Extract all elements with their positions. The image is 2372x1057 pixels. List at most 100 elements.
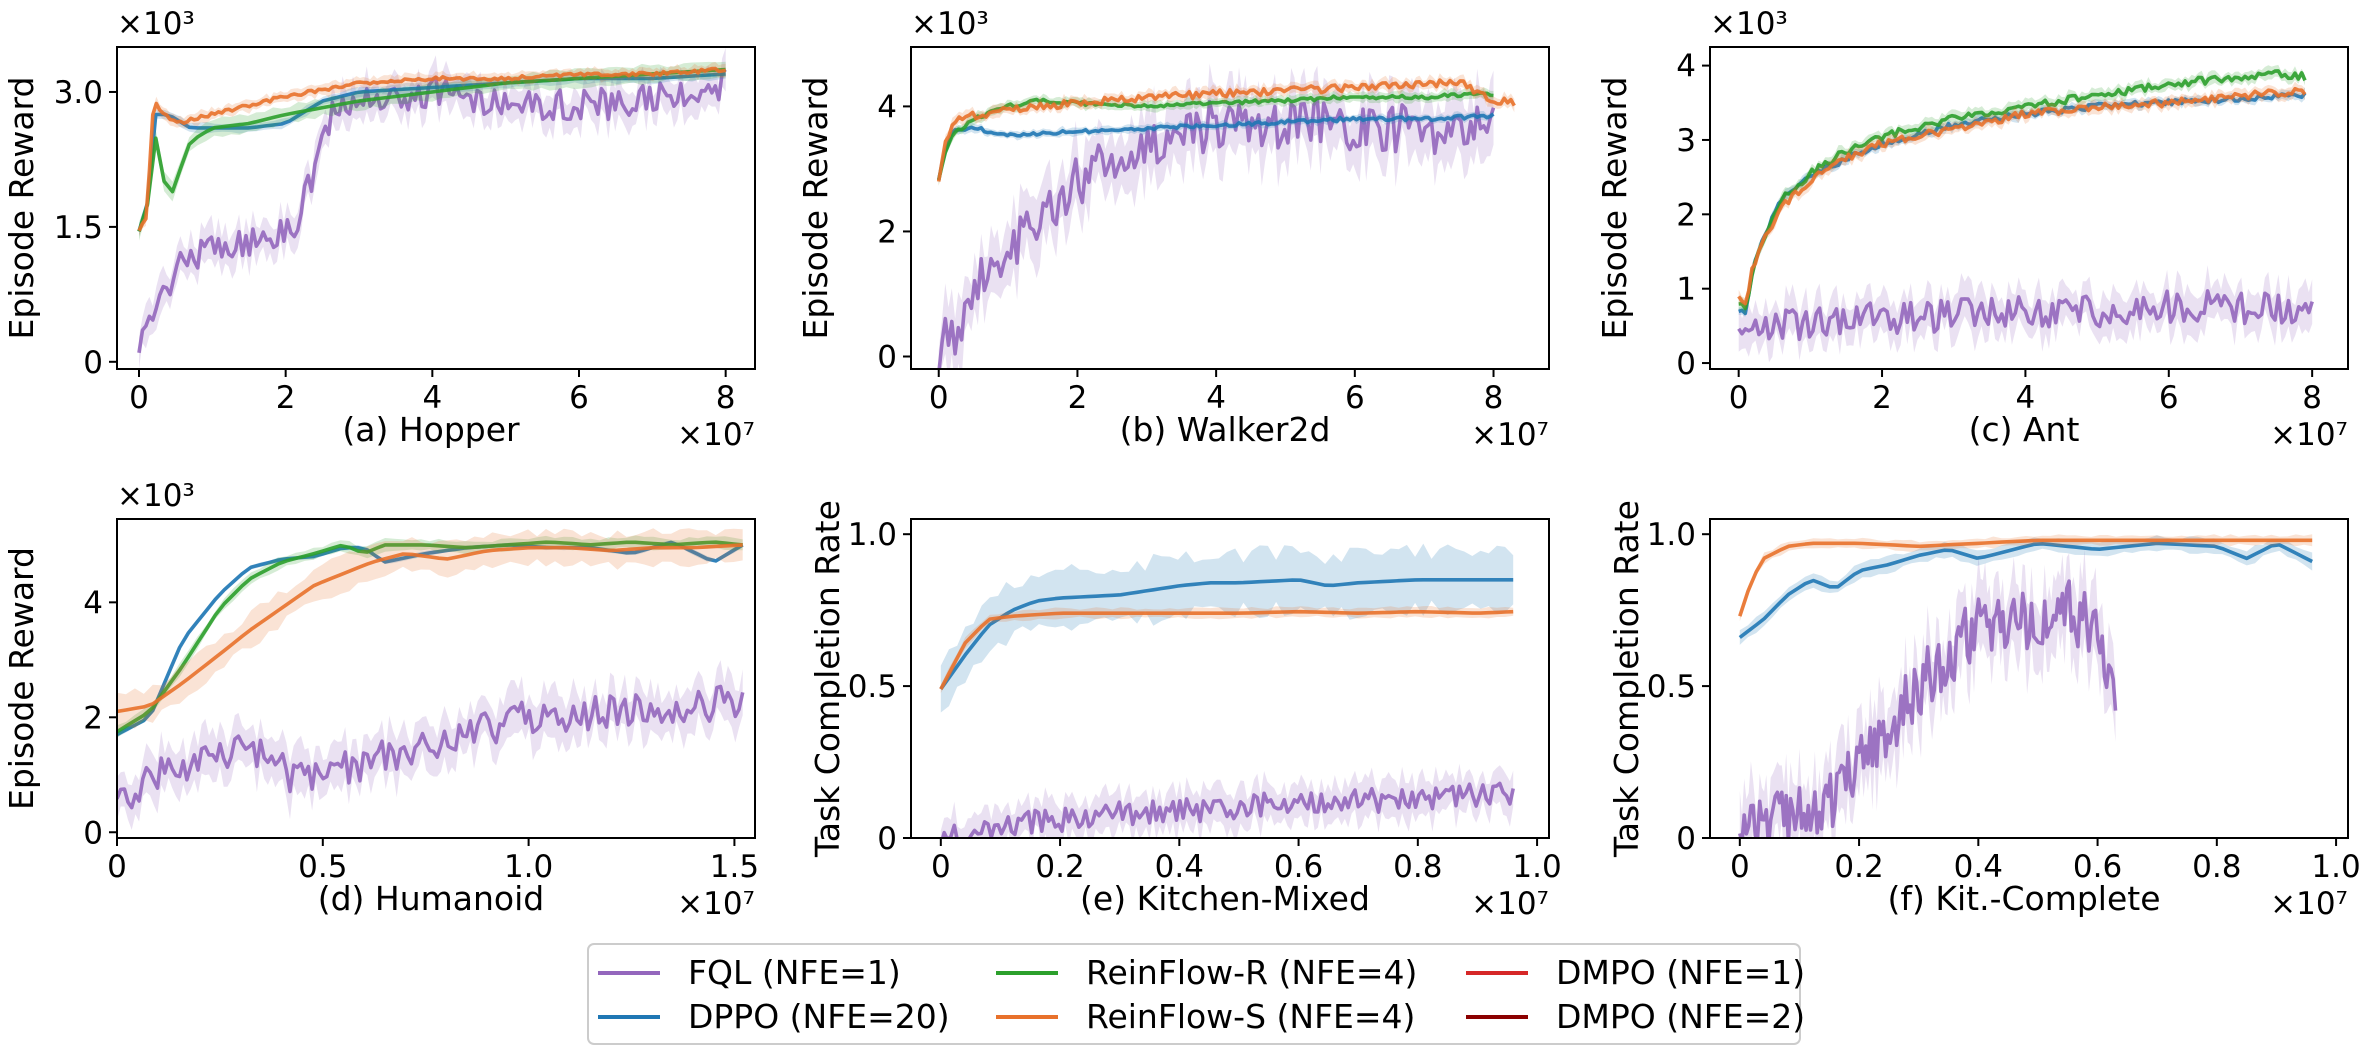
y-tick-label: 0 — [1676, 346, 1696, 382]
x-tick-label: 8 — [2302, 380, 2322, 416]
panel-caption: (e) Kitchen-Mixed — [1080, 879, 1370, 918]
axes-frame — [116, 46, 756, 370]
x-tick-label: 0 — [929, 380, 949, 416]
series-fql-nfe-1 — [117, 684, 745, 810]
legend: FQL (NFE=1) DPPO (NFE=20) ReinFlow-R (NFE=… — [587, 943, 1805, 1045]
plot-area — [1737, 64, 2314, 363]
y-tick-label: 4 — [83, 585, 103, 621]
legend-label: DMPO (NFE=1) — [1556, 953, 1805, 992]
band-fql-nfe-1 — [139, 47, 726, 369]
y-tick-label: 0 — [83, 345, 103, 381]
x-tick-label: 4 — [1206, 380, 1226, 416]
x-tick-label: 0.2 — [1035, 849, 1084, 885]
y-scale-multiplier: ×10³ — [117, 6, 195, 42]
y-tick-label: 2 — [1676, 197, 1696, 233]
x-tick-label: 0 — [1730, 849, 1750, 885]
series-fql-nfe-1 — [937, 98, 1496, 369]
y-tick-label: 1.0 — [1647, 517, 1696, 553]
y-axis-label: Task Completion Rate — [808, 500, 847, 858]
plot-area — [936, 63, 1516, 369]
y-tick-label: 0 — [83, 815, 103, 851]
x-tick-label: 8 — [1484, 380, 1504, 416]
x-tick-label: 1.5 — [710, 849, 759, 885]
x-tick-label: 0.6 — [1274, 849, 1323, 885]
series-reinflow-s-nfe-4 — [936, 78, 1516, 182]
series-dppo-nfe-20 — [1738, 91, 2307, 316]
y-axis-label: Episode Reward — [796, 77, 835, 340]
panel-caption: (c) Ant — [1969, 410, 2080, 449]
x-tick-label: 0.5 — [298, 849, 347, 885]
axes-frame — [910, 518, 1550, 839]
legend-label: ReinFlow-R (NFE=4) — [1086, 953, 1417, 992]
y-axis-label: Episode Reward — [1595, 77, 1634, 340]
x-tick-label: 1.0 — [504, 849, 553, 885]
y-tick-label: 4 — [877, 89, 897, 125]
x-tick-label: 6 — [569, 380, 589, 416]
y-tick-label: 2 — [877, 214, 897, 250]
y-tick-label: 0 — [1676, 821, 1696, 857]
x-scale-multiplier: ×10⁷ — [2270, 417, 2348, 453]
series-reinflow-s-nfe-4 — [939, 609, 1514, 690]
x-tick-label: 0.4 — [1954, 849, 2003, 885]
plot-area — [117, 528, 745, 830]
x-tick-label: 0.6 — [2073, 849, 2122, 885]
x-tick-label: 0.8 — [1393, 849, 1442, 885]
x-tick-label: 0.2 — [1834, 849, 1883, 885]
y-tick-label: 0.5 — [1647, 669, 1696, 705]
series-dppo-nfe-20 — [1738, 541, 2314, 639]
band-dppo-nfe-20 — [1739, 535, 2313, 645]
y-tick-label: 0 — [877, 339, 897, 375]
series-reinflow-s-nfe-4 — [137, 66, 727, 232]
axes-frame — [1709, 46, 2349, 370]
axes-frame — [910, 46, 1550, 370]
legend-label: DPPO (NFE=20) — [688, 997, 950, 1036]
band-dppo-nfe-20 — [940, 543, 1514, 713]
series-reinflow-s-nfe-4 — [1738, 538, 2313, 617]
x-tick-label: 4 — [2016, 380, 2036, 416]
plot-area — [137, 47, 727, 369]
series-reinflow-r-nfe-4 — [117, 540, 743, 734]
chart-panel-a-hopper: 0 2 4 6 8 0 1.5 3.0 Episode Reward (a) Hopper ×10⁷… — [2, 6, 756, 453]
panel-caption: (f) Kit.-Complete — [1887, 879, 2160, 918]
y-tick-label: 2 — [83, 700, 103, 736]
panel-caption: (d) Humanoid — [318, 879, 545, 918]
plot-area — [939, 543, 1515, 838]
x-tick-label: 0 — [1729, 380, 1749, 416]
y-tick-label: 3.0 — [54, 75, 103, 111]
series-fql-nfe-1 — [940, 781, 1515, 838]
series-dppo-nfe-20 — [939, 577, 1514, 691]
x-tick-label: 1.0 — [1512, 849, 1561, 885]
x-tick-label: 8 — [716, 380, 736, 416]
band-dppo-nfe-20 — [938, 111, 1494, 184]
series-fql-nfe-1 — [1738, 579, 2118, 838]
plot-area — [1738, 534, 2314, 838]
y-tick-label: 0 — [877, 821, 897, 857]
series-dppo-nfe-20 — [137, 72, 726, 232]
x-tick-label: 4 — [422, 380, 442, 416]
y-scale-multiplier: ×10³ — [911, 6, 989, 42]
band-reinflow-s-nfe-4 — [940, 606, 1514, 694]
x-scale-multiplier: ×10⁷ — [1471, 417, 1549, 453]
band-fql-nfe-1 — [117, 660, 743, 830]
x-tick-label: 0 — [931, 849, 951, 885]
band-dppo-nfe-20 — [1738, 87, 2305, 317]
series-reinflow-s-nfe-4 — [1737, 86, 2307, 306]
x-tick-label: 0.8 — [2192, 849, 2241, 885]
band-reinflow-r-nfe-4 — [139, 61, 726, 241]
y-axis-label: Task Completion Rate — [1607, 500, 1646, 858]
y-tick-label: 0.5 — [848, 669, 897, 705]
y-tick-label: 4 — [1676, 49, 1696, 85]
legend-label: DMPO (NFE=2) — [1556, 997, 1805, 1036]
chart-panel-b-walker2d: 0 2 4 6 8 0 2 4 Episode Reward (b) Walker2d ×10⁷ ×1… — [796, 6, 1550, 453]
x-tick-label: 2 — [276, 380, 296, 416]
series-reinflow-r-nfe-4 — [936, 91, 1494, 181]
legend-label: FQL (NFE=1) — [688, 953, 901, 992]
x-tick-label: 2 — [1872, 380, 1892, 416]
series-fql-nfe-1 — [1737, 289, 2314, 342]
band-reinflow-s-nfe-4 — [1739, 534, 2313, 622]
y-tick-label: 1.5 — [54, 210, 103, 246]
axes-frame — [1709, 518, 2349, 839]
series-dppo-nfe-20 — [936, 112, 1495, 181]
